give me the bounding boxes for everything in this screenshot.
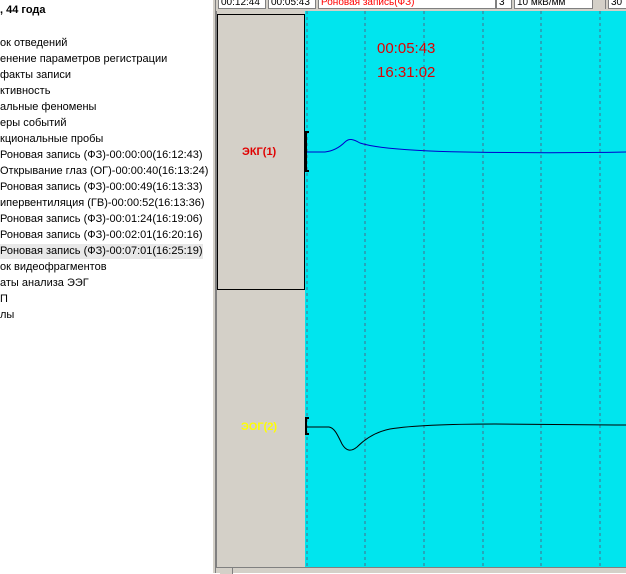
mode-field: Роновая запись(ФЗ)	[318, 0, 496, 9]
extra-field[interactable]: 30	[608, 0, 626, 9]
elapsed-time-label: 00:05:43	[377, 40, 436, 57]
tree-item[interactable]: ктивность	[0, 85, 51, 97]
tree-item[interactable]: Роновая запись (ФЗ)-00:00:00(16:12:43)	[0, 149, 203, 161]
clock-time-label: 16:31:02	[377, 64, 436, 81]
ekg-calibration-mark	[305, 131, 309, 172]
tree-item[interactable]: аты анализа ЭЭГ	[0, 277, 89, 289]
chevron-down-icon[interactable]	[592, 0, 605, 9]
scroll-left-icon[interactable]	[220, 568, 233, 574]
tree-item[interactable]: лы	[0, 309, 15, 321]
channel-label-eog[interactable]: ЭОГ(2)	[241, 421, 278, 433]
sensitivity-select[interactable]: 10 мкВ/мм	[514, 0, 606, 9]
page-number-field[interactable]: 3	[496, 0, 512, 9]
eog-calibration-mark	[305, 417, 309, 435]
tree-item-selected[interactable]: Роновая запись (ФЗ)-00:07:01(16:25:19)	[0, 244, 203, 259]
current-time-field: 00:05:43	[268, 0, 316, 9]
tree-item[interactable]: Роновая запись (ФЗ)-00:00:49(16:13:33)	[0, 181, 203, 193]
patient-title: , 44 года	[0, 4, 46, 16]
tree-item[interactable]: альные феномены	[0, 101, 97, 113]
signal-plot-area[interactable]: 00:05:43 16:31:02	[305, 11, 626, 567]
ekg-trace	[305, 139, 626, 154]
tree-item[interactable]: Открывание глаз (ОГ)-00:00:40(16:13:24)	[0, 165, 209, 177]
eog-trace	[305, 423, 626, 451]
channel-label-ekg[interactable]: ЭКГ(1)	[242, 146, 277, 158]
horizontal-scrollbar[interactable]	[216, 567, 626, 574]
sensitivity-value: 10 мкВ/мм	[517, 0, 566, 8]
tree-item[interactable]: П	[0, 293, 8, 305]
tree-item[interactable]: ипервентиляция (ГВ)-00:00:52(16:13:36)	[0, 197, 205, 209]
toolbar: 00:12:44 00:05:43 Роновая запись(ФЗ) 3 1…	[216, 0, 626, 11]
signal-traces	[305, 11, 626, 567]
panel-splitter[interactable]	[212, 0, 216, 573]
channel-1-label-box[interactable]	[217, 14, 305, 290]
tree-item[interactable]: кциональные пробы	[0, 133, 104, 145]
tree-item[interactable]: факты записи	[0, 69, 72, 81]
tree-item[interactable]: еры событий	[0, 117, 67, 129]
total-time-field: 00:12:44	[218, 0, 266, 9]
tree-item[interactable]: енение параметров регистрации	[0, 53, 168, 65]
tree-item[interactable]: ок отведений	[0, 37, 68, 49]
event-tree-panel: , 44 года ок отведений енение параметров…	[0, 0, 212, 573]
tree-item[interactable]: Роновая запись (ФЗ)-00:01:24(16:19:06)	[0, 213, 203, 225]
tree-item[interactable]: Роновая запись (ФЗ)-00:02:01(16:20:16)	[0, 229, 203, 241]
tree-item[interactable]: ок видеофрагментов	[0, 261, 107, 273]
